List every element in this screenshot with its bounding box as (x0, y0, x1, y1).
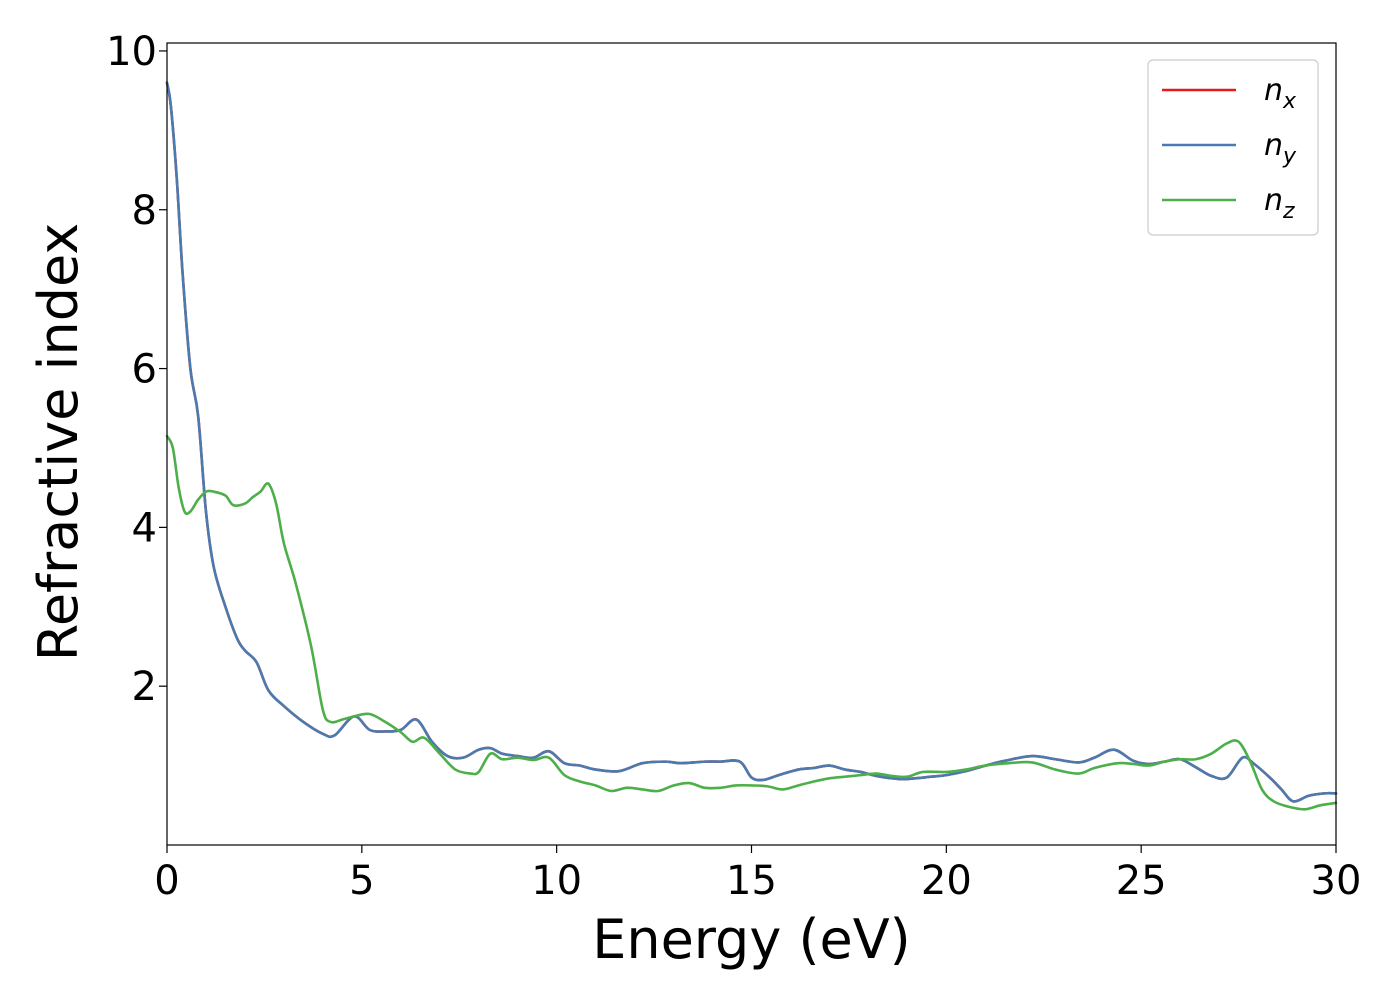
series-line-nz (165, 434, 1338, 811)
legend-label-subscript: x (1282, 89, 1297, 114)
y-axis-title: Refractive index (27, 223, 90, 662)
y-tick-label: 8 (132, 188, 157, 234)
x-tick-label: 5 (349, 858, 374, 904)
legend-label-subscript: y (1282, 144, 1297, 169)
y-tick-label: 6 (132, 347, 157, 393)
legend-label-nz: nz (1264, 183, 1295, 224)
ticks-layer: 0 5 10 15 20 25 30 2 4 6 8 10 (106, 29, 1361, 904)
legend-label-ny: ny (1264, 128, 1297, 169)
legend-label-base: n (1264, 128, 1283, 163)
legend-label-subscript: z (1282, 199, 1295, 224)
series-layer (165, 81, 1338, 811)
y-tick-label: 2 (132, 664, 157, 710)
legend-box (1147, 59, 1319, 236)
x-tick-label: 25 (1116, 858, 1167, 904)
legend-label-base: n (1264, 73, 1283, 108)
y-tick-label: 10 (106, 29, 157, 75)
x-axis-title: Energy (eV) (592, 908, 911, 971)
x-tick-label: 20 (921, 858, 972, 904)
y-tick-label: 4 (132, 505, 157, 551)
legend-label-base: n (1264, 183, 1283, 218)
x-tick-label: 10 (531, 858, 582, 904)
x-tick-label: 30 (1311, 858, 1362, 904)
x-tick-label: 0 (154, 858, 179, 904)
x-tick-label: 15 (726, 858, 777, 904)
legend-label-nx: nx (1264, 73, 1297, 114)
